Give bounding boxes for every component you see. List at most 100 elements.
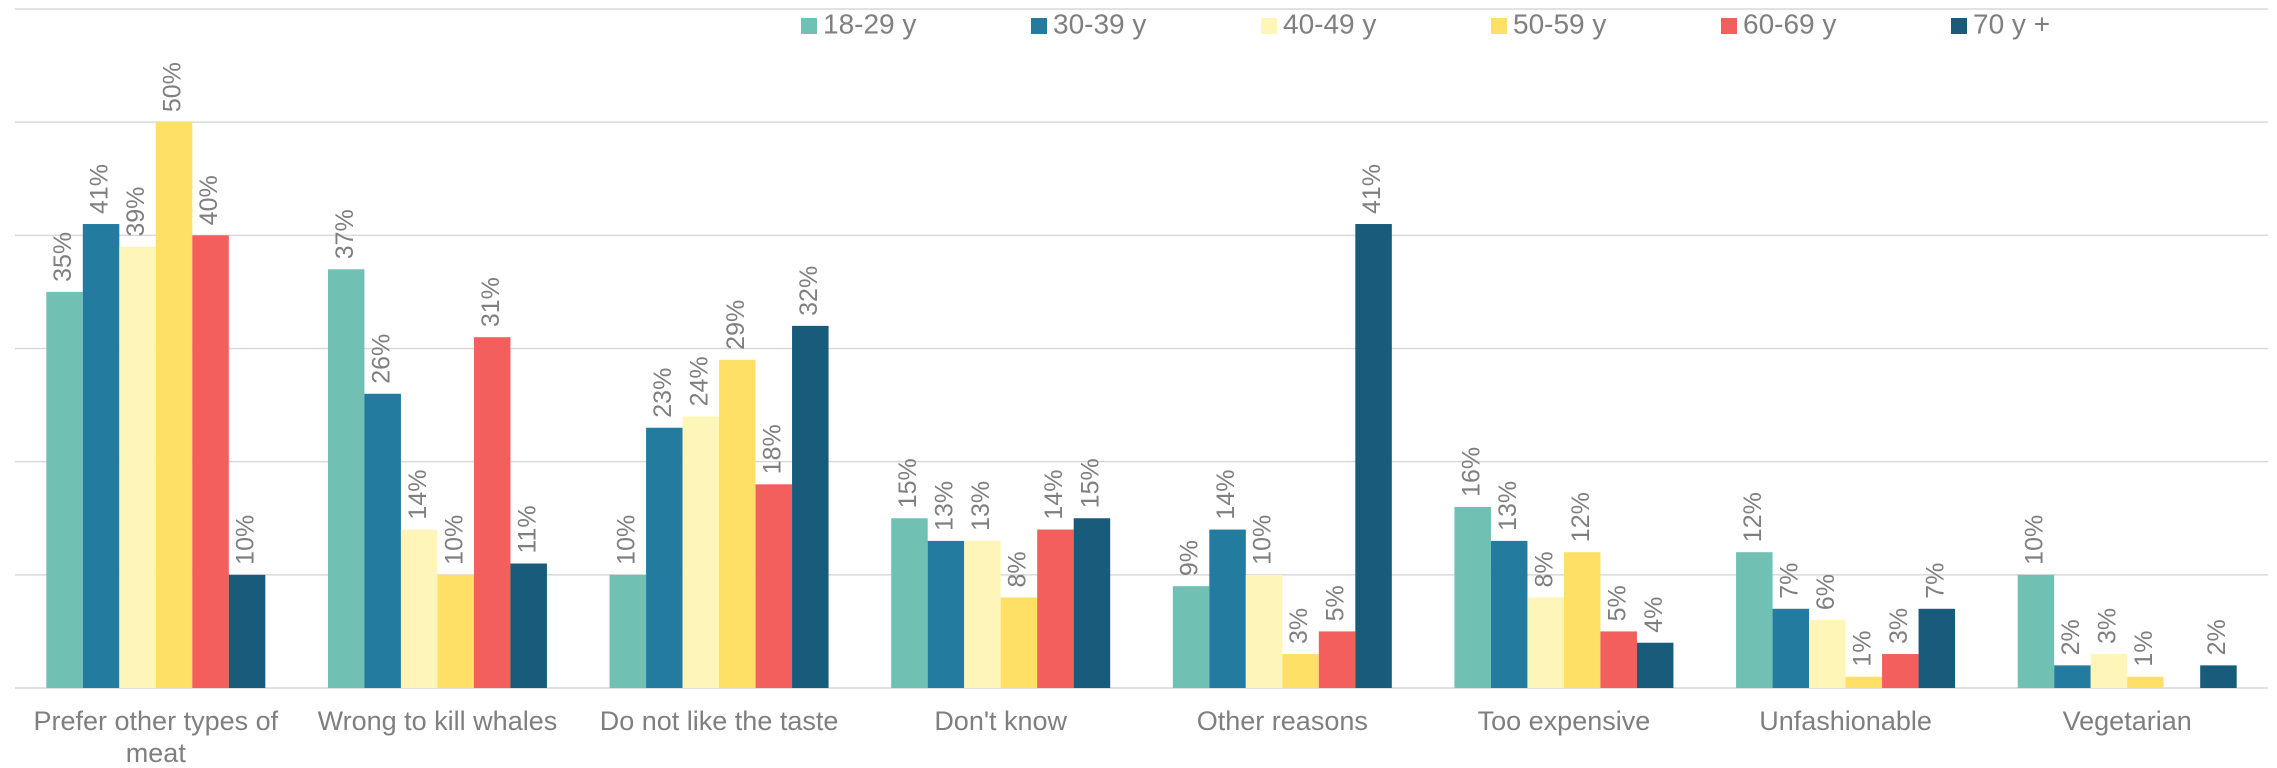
bar bbox=[437, 574, 474, 688]
data-label: 23% bbox=[649, 368, 677, 418]
data-label: 35% bbox=[49, 232, 77, 282]
data-label: 15% bbox=[1077, 458, 1105, 508]
data-label: 50% bbox=[159, 62, 187, 112]
data-label: 26% bbox=[367, 334, 395, 384]
data-label: 1% bbox=[2130, 631, 2158, 667]
data-label: 3% bbox=[1285, 608, 1313, 644]
bar bbox=[719, 359, 756, 688]
data-label: 8% bbox=[1004, 551, 1032, 587]
legend-label: 18-29 y bbox=[823, 8, 916, 39]
bar bbox=[2017, 574, 2055, 688]
bar bbox=[1882, 654, 1919, 688]
bar bbox=[155, 122, 193, 688]
legend-swatch bbox=[1951, 18, 1967, 34]
legend-swatch bbox=[1721, 18, 1737, 34]
data-label: 4% bbox=[1640, 597, 1668, 633]
data-label: 18% bbox=[758, 424, 786, 474]
bar bbox=[1809, 620, 1846, 688]
data-label: 3% bbox=[1885, 608, 1913, 644]
bar bbox=[46, 291, 83, 688]
legend-swatch bbox=[1031, 18, 1047, 34]
x-tick-label: Don't know bbox=[934, 706, 1068, 736]
legend-label: 30-39 y bbox=[1053, 8, 1146, 39]
x-tick-label: Too expensive bbox=[1477, 706, 1651, 736]
bar bbox=[2200, 665, 2237, 688]
bar bbox=[1845, 676, 1883, 688]
legend-label: 40-49 y bbox=[1283, 8, 1376, 39]
data-label: 8% bbox=[1530, 551, 1558, 587]
bar bbox=[1172, 586, 1210, 688]
data-label: 31% bbox=[477, 277, 505, 327]
data-label: 10% bbox=[232, 515, 260, 565]
bar bbox=[1490, 540, 1528, 688]
bar bbox=[2090, 654, 2128, 688]
bar bbox=[1918, 608, 1956, 688]
data-label: 10% bbox=[1249, 515, 1277, 565]
data-label: 24% bbox=[685, 356, 713, 406]
legend-label: 50-59 y bbox=[1513, 8, 1606, 39]
bar bbox=[2054, 665, 2091, 688]
bar bbox=[192, 235, 229, 689]
bar bbox=[891, 518, 928, 688]
bar bbox=[1454, 506, 1491, 688]
bar bbox=[609, 574, 647, 688]
data-label: 14% bbox=[1212, 470, 1240, 520]
data-label: 10% bbox=[440, 515, 468, 565]
data-label: 12% bbox=[1567, 492, 1595, 542]
legend-label: 70 y + bbox=[1973, 8, 2050, 39]
data-label: 7% bbox=[1921, 563, 1949, 599]
bar bbox=[964, 540, 1001, 688]
data-label: 2% bbox=[2057, 619, 2085, 655]
bar bbox=[82, 224, 120, 688]
bar bbox=[327, 269, 365, 688]
x-tick-label: Prefer other types of meat bbox=[33, 706, 279, 768]
x-tick-label: Other reasons bbox=[1196, 706, 1368, 736]
legend-swatch bbox=[1261, 18, 1277, 34]
data-label: 9% bbox=[1176, 540, 1204, 576]
x-tick-label: Do not like the taste bbox=[599, 706, 839, 736]
data-label: 12% bbox=[1739, 492, 1767, 542]
data-label: 11% bbox=[513, 505, 541, 553]
data-label: 39% bbox=[122, 187, 150, 237]
bar bbox=[1000, 597, 1038, 688]
data-label: 13% bbox=[931, 481, 959, 531]
x-tick-label: Vegetarian bbox=[2062, 706, 2192, 736]
bar bbox=[1282, 654, 1319, 688]
bar bbox=[119, 246, 156, 688]
data-label: 14% bbox=[1040, 470, 1068, 520]
data-label: 32% bbox=[795, 266, 823, 316]
bar bbox=[2127, 676, 2164, 688]
bar bbox=[1037, 529, 1074, 688]
data-label: 29% bbox=[722, 300, 750, 350]
bar bbox=[1736, 552, 1773, 688]
bar bbox=[1245, 574, 1283, 688]
bar bbox=[755, 484, 793, 688]
data-label: 6% bbox=[1812, 574, 1840, 610]
data-label: 5% bbox=[1603, 585, 1631, 621]
bar bbox=[1600, 631, 1637, 688]
data-label: 40% bbox=[195, 175, 223, 225]
data-label: 41% bbox=[1358, 164, 1386, 214]
data-label: 15% bbox=[894, 458, 922, 508]
x-tick-label: Unfashionable bbox=[1759, 706, 1932, 736]
bar bbox=[1355, 224, 1392, 688]
data-label: 10% bbox=[612, 515, 640, 565]
data-label: 13% bbox=[967, 481, 995, 531]
data-label: 13% bbox=[1494, 481, 1522, 531]
bar bbox=[792, 325, 829, 688]
bar bbox=[473, 337, 511, 688]
bar bbox=[646, 427, 683, 688]
bar bbox=[510, 563, 547, 688]
legend-swatch bbox=[1491, 18, 1507, 34]
legend-label: 60-69 y bbox=[1743, 8, 1836, 39]
data-label: 7% bbox=[1775, 563, 1803, 599]
data-label: 41% bbox=[86, 164, 114, 214]
data-label: 16% bbox=[1457, 447, 1485, 497]
data-label: 5% bbox=[1322, 585, 1350, 621]
bar bbox=[1772, 608, 1810, 688]
bar bbox=[1318, 631, 1356, 688]
bar bbox=[1563, 552, 1601, 688]
data-label: 1% bbox=[1848, 631, 1876, 667]
